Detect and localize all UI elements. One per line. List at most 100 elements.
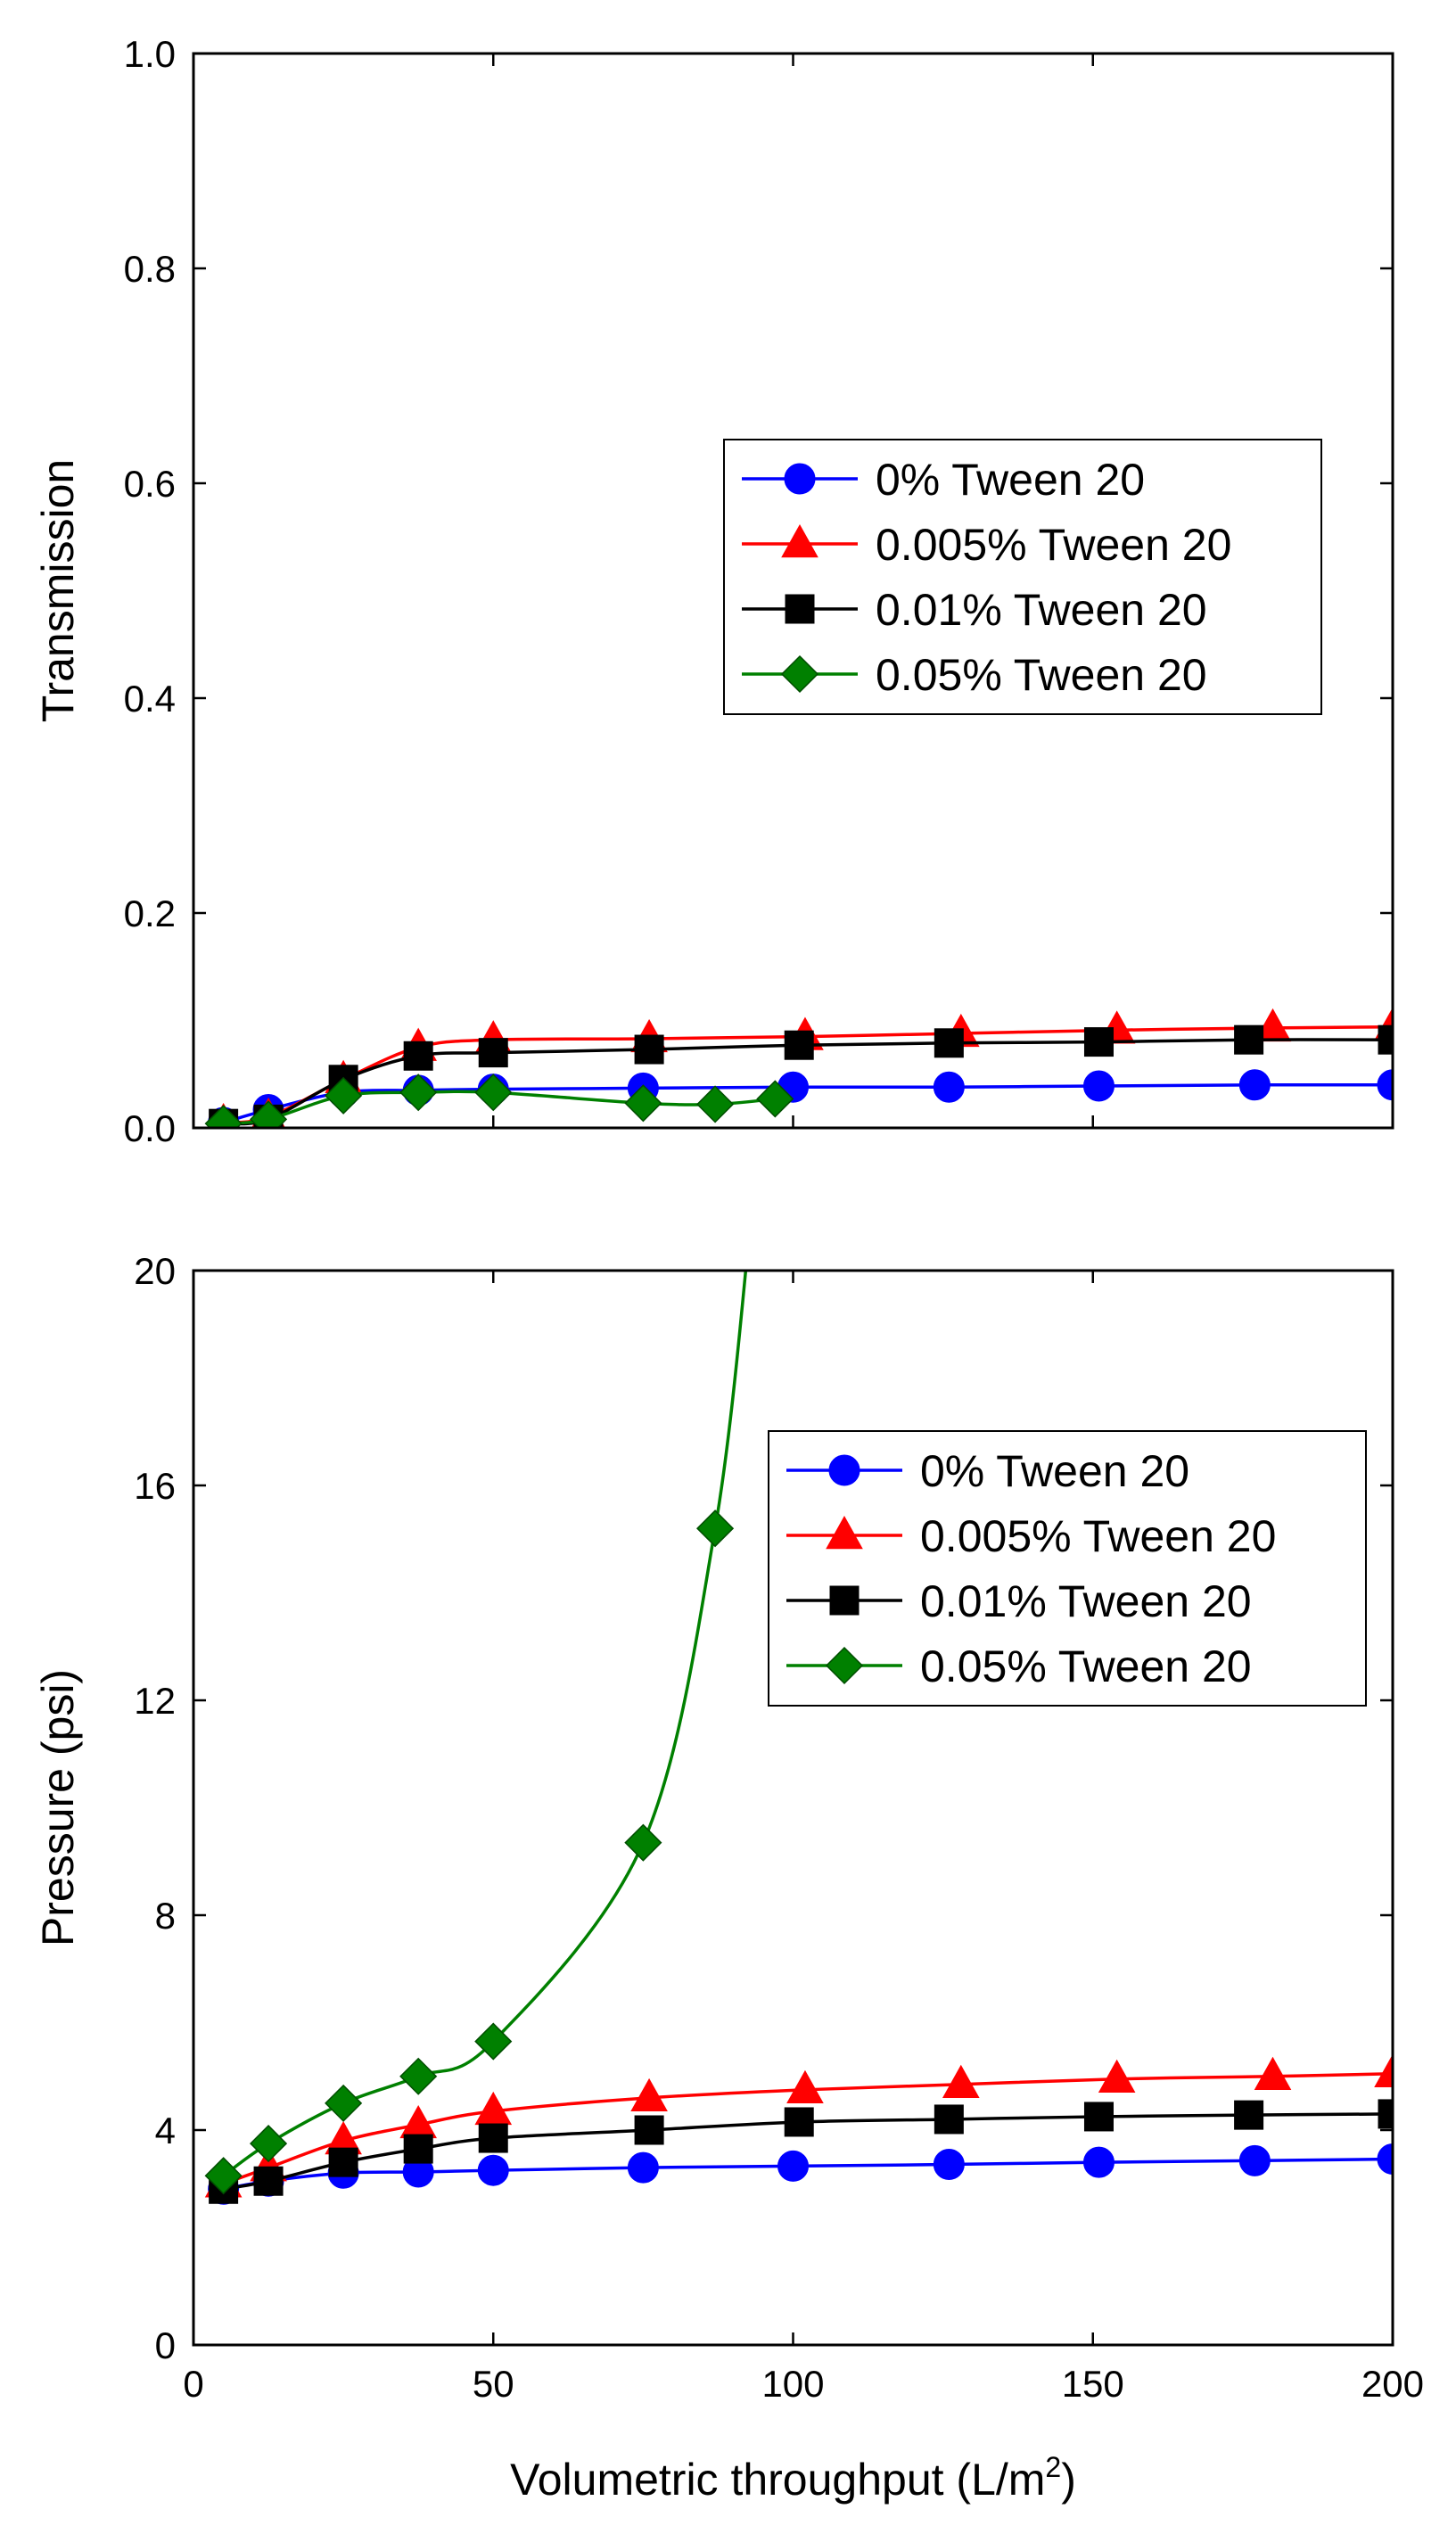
data-point: [325, 1076, 363, 1115]
legend-marker: [780, 654, 819, 694]
series-line: [222, 1271, 748, 2177]
legend-label: 0% Tween 20: [876, 455, 1145, 505]
legend-marker: [784, 463, 816, 495]
data-point: [1378, 1024, 1393, 1055]
data-point: [634, 2115, 664, 2145]
data-point: [933, 2149, 965, 2181]
data-point: [1254, 2056, 1292, 2090]
y-tick-label: 8: [155, 1895, 176, 1937]
y-tick-label: 1.0: [124, 33, 176, 75]
legend-box: [723, 439, 1322, 715]
legend-marker: [828, 1454, 860, 1486]
data-point: [477, 2154, 509, 2186]
data-point: [756, 1080, 794, 1118]
data-point: [1374, 2053, 1393, 2087]
data-point: [204, 2157, 243, 2195]
data-point: [474, 1074, 513, 1112]
data-point: [325, 2084, 363, 2122]
data-point: [1082, 2146, 1115, 2178]
legend-item-1: 0% Tween 20: [786, 1446, 1189, 1496]
legend-label: 0.005% Tween 20: [920, 1511, 1276, 1561]
series-4: [204, 1271, 748, 2195]
data-point: [478, 1038, 508, 1068]
y-tick-label: 0.8: [124, 248, 176, 290]
data-point: [253, 2166, 284, 2196]
x-tick-label: 200: [1361, 2363, 1424, 2405]
legend: 0% Tween 20 0.005% Tween 20 0.01% Tween 20…: [768, 1430, 1367, 1707]
x-tick-label: 0: [183, 2363, 203, 2405]
data-point: [250, 1100, 288, 1128]
data-point: [777, 2150, 809, 2182]
data-point: [934, 2104, 964, 2135]
y-tick-label: 20: [134, 1250, 176, 1292]
data-point: [1098, 2059, 1136, 2093]
data-point: [786, 2069, 824, 2104]
legend-label: 0.01% Tween 20: [876, 585, 1207, 635]
data-point: [403, 1041, 433, 1071]
data-point: [474, 2022, 513, 2061]
data-point: [1234, 1024, 1264, 1055]
legend-item-3: 0.01% Tween 20: [786, 1576, 1252, 1626]
data-point: [1377, 1069, 1393, 1101]
x-tick-label: 100: [761, 2363, 824, 2405]
y-tick-label: 0.0: [124, 1107, 176, 1149]
y-tick-label: 0.4: [124, 678, 176, 720]
data-point: [942, 2064, 980, 2098]
legend-label: 0.01% Tween 20: [920, 1576, 1252, 1626]
data-point: [784, 1030, 814, 1060]
series-2: [209, 1007, 1393, 1128]
data-point: [1082, 1070, 1115, 1102]
data-point: [1234, 2100, 1264, 2130]
legend-marker: [785, 594, 815, 624]
data-point: [403, 2134, 433, 2164]
plot-frame: [192, 52, 1394, 1130]
x-tick-label: 150: [1062, 2363, 1124, 2405]
chart-2: 0 50 100 150 200 0 4 8 12 16 20 Pressure (psi) Volum…: [33, 1250, 1424, 2505]
legend-item-4: 0.05% Tween 20: [742, 650, 1207, 700]
data-point: [250, 2125, 288, 2163]
data-point: [1083, 2102, 1114, 2132]
x-axis-title: Volumetric throughput (L/m2): [510, 2451, 1076, 2505]
data-point: [328, 2147, 358, 2177]
data-point: [934, 1028, 964, 1058]
legend-label: 0% Tween 20: [920, 1446, 1189, 1496]
legend-item-1: 0% Tween 20: [742, 455, 1145, 505]
series-3: [209, 2099, 1393, 2204]
series-2: [204, 2053, 1393, 2198]
legend-item-2: 0.005% Tween 20: [742, 520, 1231, 570]
data-point: [696, 1510, 735, 1548]
legend-item-3: 0.01% Tween 20: [742, 585, 1207, 635]
legend-label: 0.05% Tween 20: [920, 1641, 1252, 1691]
data-point: [933, 1071, 965, 1103]
legend-marker: [781, 523, 818, 558]
data-point: [627, 2151, 659, 2184]
legend-label: 0.005% Tween 20: [876, 520, 1231, 570]
legend-item-4: 0.05% Tween 20: [786, 1641, 1252, 1691]
y-tick-label: 0: [155, 2324, 176, 2366]
plot-frame: [192, 1269, 1394, 2347]
data-point: [696, 1085, 735, 1123]
legend-box: [768, 1430, 1367, 1707]
data-point: [624, 1823, 662, 1862]
legend-marker: [826, 1515, 863, 1550]
data-point: [624, 1084, 662, 1123]
chart-1: 0.0 0.2 0.4 0.6 0.8 1.0 Transmission 0% Tween 2…: [33, 33, 1394, 1149]
y-tick-label: 12: [134, 1680, 176, 1722]
y-tick-label: 4: [155, 2110, 176, 2151]
series-3: [209, 1024, 1393, 1128]
y-tick-label: 16: [134, 1465, 176, 1507]
data-point: [1378, 2099, 1393, 2129]
series-4: [204, 1074, 794, 1128]
data-point: [1377, 2143, 1393, 2176]
data-point: [630, 2077, 668, 2112]
data-point: [634, 1034, 664, 1065]
legend-marker: [825, 1646, 864, 1685]
legend-label: 0.05% Tween 20: [876, 650, 1207, 700]
y-axis-title: Pressure (psi): [33, 1669, 83, 1946]
data-point: [204, 1105, 243, 1128]
legend: 0% Tween 20 0.005% Tween 20 0.01% Tween 20…: [723, 439, 1322, 715]
x-tick-label: 50: [473, 2363, 514, 2405]
y-axis-title: Transmission: [33, 459, 83, 722]
data-point: [399, 2057, 438, 2095]
